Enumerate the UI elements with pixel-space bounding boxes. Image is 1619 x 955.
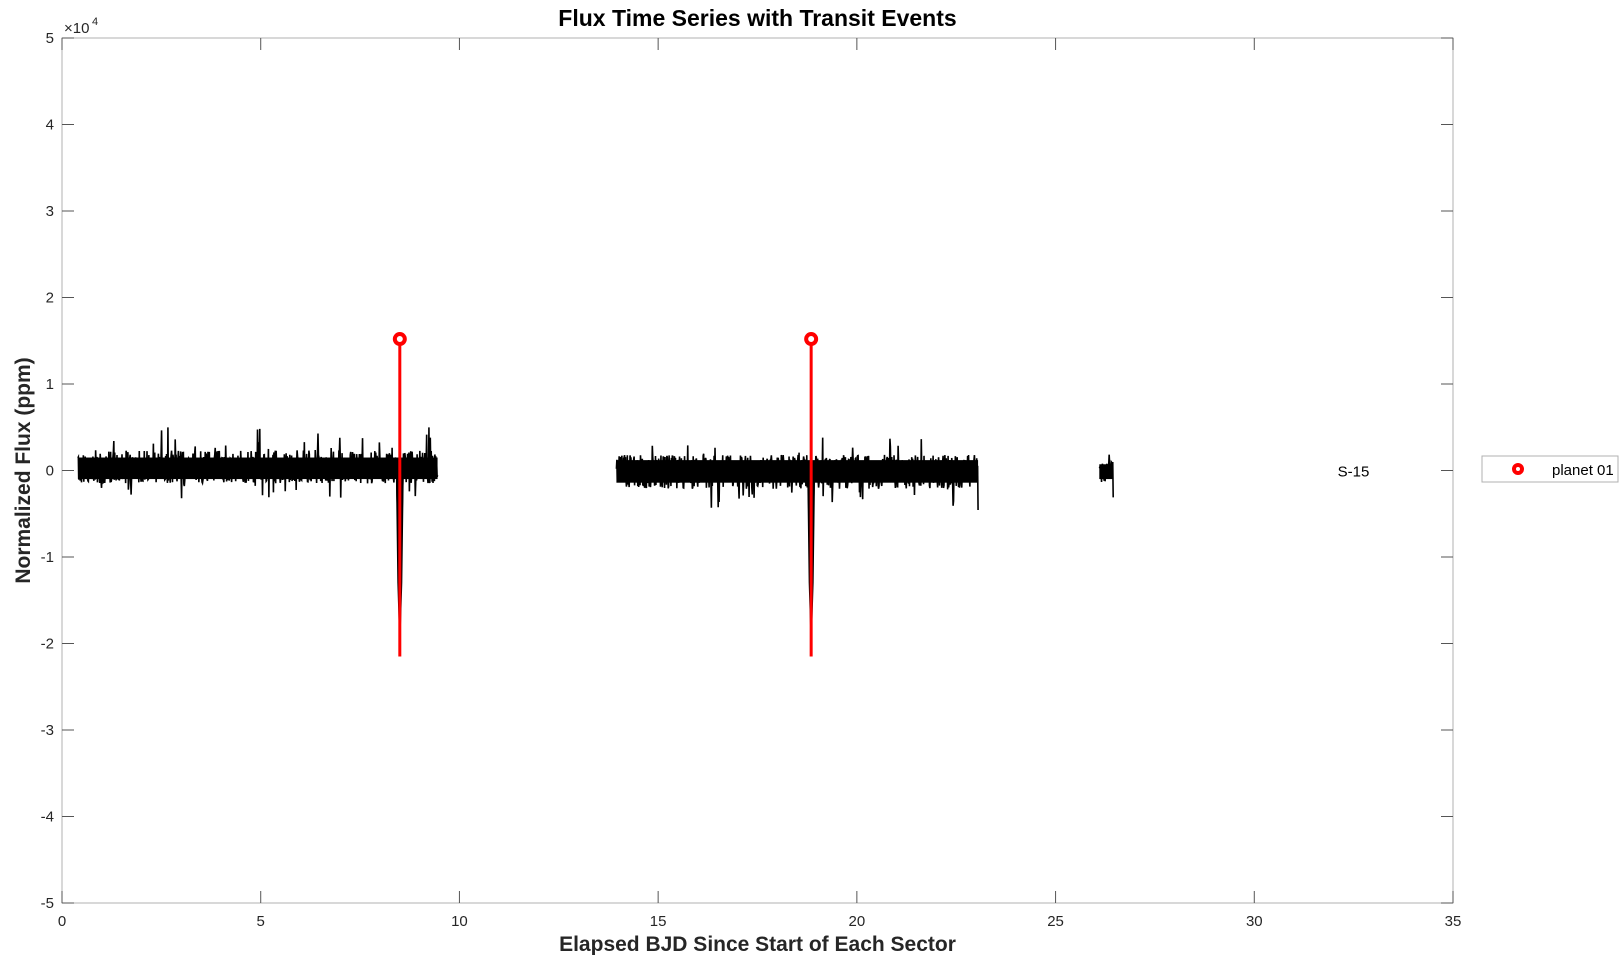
flux-segment-core <box>616 460 979 483</box>
y-tick-label: -2 <box>41 636 54 653</box>
legend-marker-icon <box>1512 463 1524 475</box>
y-axis-title: Normalized Flux (ppm) <box>12 357 35 583</box>
sector-annotation: S-15 <box>1338 464 1370 481</box>
y-exponent-label: ×10 <box>64 20 89 37</box>
y-tick-label: 0 <box>46 463 54 480</box>
y-tick-label: -3 <box>41 722 54 739</box>
y-tick-label: 1 <box>46 376 54 393</box>
legend: planet 01 <box>1481 455 1619 483</box>
y-tick-label: 2 <box>46 290 54 307</box>
x-tick-label: 5 <box>257 913 265 930</box>
x-tick-label: 20 <box>849 913 866 930</box>
y-tick-label: -1 <box>41 549 54 566</box>
x-tick-label: 25 <box>1047 913 1064 930</box>
x-tick-label: 0 <box>58 913 66 930</box>
flux-segment-core <box>77 457 438 480</box>
y-tick-label: 5 <box>46 30 54 47</box>
y-tick-label: -5 <box>41 895 54 912</box>
chart-title: Flux Time Series with Transit Events <box>558 5 956 31</box>
x-tick-label: 10 <box>451 913 468 930</box>
x-tick-label: 30 <box>1246 913 1263 930</box>
flux-segment-core <box>1099 464 1114 480</box>
y-tick-label: 3 <box>46 203 54 220</box>
x-tick-label: 15 <box>650 913 667 930</box>
x-tick-labels: 0 5 10 15 20 25 30 35 <box>58 913 1462 930</box>
x-tick-label: 35 <box>1445 913 1462 930</box>
legend-label-planet: planet 01 <box>1552 462 1614 479</box>
transit-markers <box>392 332 819 657</box>
axis-ticks <box>61 37 1454 904</box>
y-exponent-power: 4 <box>92 16 98 28</box>
transit-marker-point <box>804 332 819 347</box>
y-tick-label: 4 <box>46 117 54 134</box>
x-axis-title: Elapsed BJD Since Start of Each Sector <box>559 933 956 955</box>
transit-marker-point <box>392 332 407 347</box>
legend-box <box>1481 455 1619 483</box>
y-tick-label: -4 <box>41 809 54 826</box>
y-tick-labels: -5 -4 -3 -2 -1 0 1 2 3 4 5 <box>41 30 54 912</box>
